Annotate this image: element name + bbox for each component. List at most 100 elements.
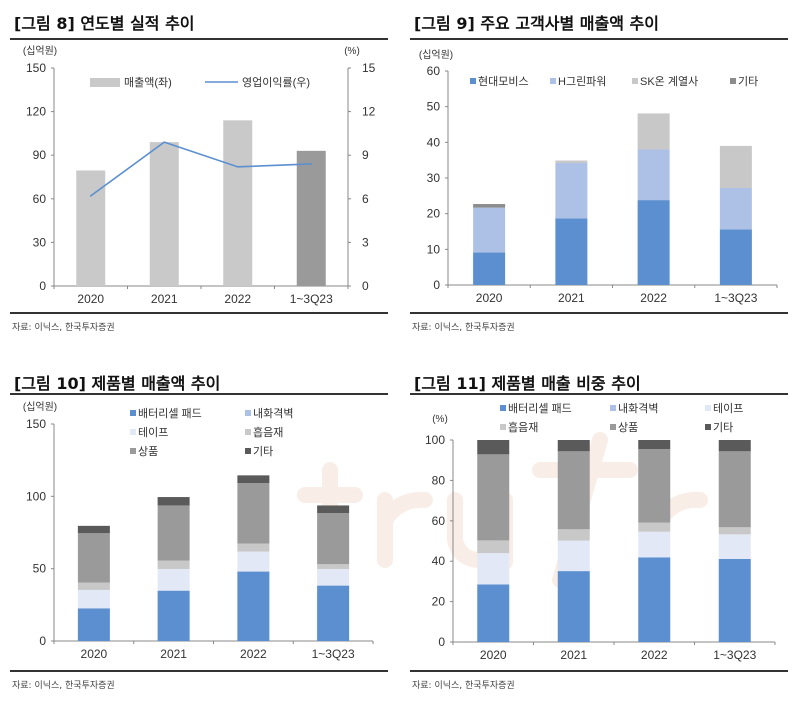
y-tick-label: 0 [433, 278, 440, 292]
bar-segment [317, 505, 350, 514]
legend-swatch [632, 78, 638, 84]
y-tick-label: 20 [427, 207, 441, 221]
y-tick-label: 60 [432, 514, 446, 528]
bar-segment [157, 590, 190, 641]
legend-label: 내화격벽 [253, 407, 293, 420]
y-tick-label-right: 0 [362, 279, 369, 293]
legend-swatch [550, 78, 556, 84]
legend-swatch [130, 448, 136, 454]
bar-segment [237, 571, 270, 641]
x-tick-label: 2022 [240, 647, 267, 661]
legend-swatch [610, 424, 616, 430]
bar-segment [77, 608, 110, 641]
legend-swatch [500, 405, 506, 411]
margin-line [90, 141, 312, 197]
chart-title: [그림 8] 연도별 실적 추이 [14, 14, 195, 33]
y-tick-label: 100 [26, 489, 46, 503]
bar-segment [718, 527, 751, 535]
y-tick-label: 30 [427, 171, 441, 185]
bar-segment [638, 557, 671, 642]
bar-segment [77, 589, 110, 609]
revenue-bar [296, 150, 326, 286]
bar-segment [718, 558, 751, 642]
bar-segment [718, 440, 751, 452]
x-tick-label: 2021 [560, 648, 587, 662]
title-rule [10, 38, 388, 40]
y-tick-label: 40 [427, 135, 441, 149]
y-tick-label: 0 [39, 634, 46, 648]
bar-segment [157, 560, 190, 569]
bar-segment [555, 218, 588, 285]
bar-segment [638, 440, 671, 450]
bar-segment [638, 522, 671, 532]
legend-swatch [730, 78, 736, 84]
legend-label: 배터리셀 패드 [508, 402, 572, 415]
y-tick-label: 120 [26, 105, 46, 119]
bar-segment [557, 540, 590, 572]
legend-swatch-revenue [90, 78, 120, 87]
chart-panel-9: [그림 9] 주요 고객사별 매출액 추이 자료: 이닉스, 한국투자증권 0 1… [400, 0, 800, 345]
bar-segment [237, 483, 270, 544]
bar-segment [473, 204, 506, 208]
y-axis-label: (%) [432, 414, 448, 425]
y-tick-label-right: 6 [362, 192, 369, 206]
bar-segment [637, 200, 670, 285]
y-tick-label-right: 9 [362, 148, 369, 162]
x-tick-label: 1~3Q23 [714, 291, 757, 305]
bar-segment [638, 449, 671, 523]
y-axis-label: (십억원) [23, 401, 57, 413]
bar-segment [637, 149, 670, 201]
bar-segment [317, 568, 350, 586]
source-rule [10, 670, 388, 672]
x-tick-label: 2020 [476, 291, 503, 305]
legend-label: 테이프 [713, 402, 743, 415]
y-tick-label-right: 15 [362, 61, 376, 75]
bar-segment [555, 160, 588, 164]
bar-segment [473, 252, 506, 285]
legend-label: 테이프 [138, 426, 168, 439]
bar-segment [557, 451, 590, 530]
bar-segment [477, 553, 510, 585]
legend-swatch [130, 410, 136, 416]
bar-segment [77, 533, 110, 583]
y-tick-label: 50 [427, 100, 441, 114]
margin-point [89, 195, 92, 197]
source-note: 자료: 이닉스, 한국투자증권 [412, 323, 515, 333]
y-tick-label: 80 [432, 473, 446, 487]
y-tick-label: 90 [33, 148, 47, 162]
legend-swatch [470, 78, 476, 84]
bar-segment [638, 531, 671, 558]
title-rule [410, 393, 788, 395]
y-tick-label: 100 [425, 433, 445, 447]
y-tick-label: 20 [432, 595, 446, 609]
y-tick-label: 0 [438, 635, 445, 649]
bar-segment [157, 497, 190, 506]
chart-panel-8: [그림 8] 연도별 실적 추이 자료: 이닉스, 한국투자증권 0 30 60 90… [0, 0, 400, 345]
y-tick-label-right: 3 [362, 235, 369, 249]
bar-segment [237, 475, 270, 484]
bar-segment [477, 540, 510, 554]
bar-segment [557, 571, 590, 642]
y-tick-label: 150 [26, 61, 46, 75]
legend-label: 흡음재 [508, 420, 538, 434]
bar-segment [237, 543, 270, 552]
revenue-bar [223, 120, 253, 286]
x-tick-label: 2022 [224, 292, 251, 306]
bar-segment [317, 564, 350, 569]
y-axis-label-right: (%) [344, 46, 360, 57]
bar-segment [557, 440, 590, 452]
y-axis-label: (십억원) [419, 49, 453, 61]
legend-label: 기타 [253, 445, 273, 458]
legend-swatch [245, 410, 251, 416]
y-axis-label: (십억원) [23, 45, 57, 57]
margin-point [236, 166, 239, 168]
x-tick-label: 2020 [81, 647, 108, 661]
bar-segment [317, 513, 350, 565]
legend-swatch [705, 405, 711, 411]
bar-segment [477, 584, 510, 642]
y-tick-label: 30 [33, 235, 47, 249]
legend-label: 매출액(좌) [124, 76, 172, 89]
source-note: 자료: 이닉스, 한국투자증권 [12, 323, 115, 333]
bar-segment [237, 551, 270, 572]
chart-panel-11: [그림 11] 제품별 매출 비중 추이 자료: 이닉스, 한국투자증권 0 20… [400, 360, 800, 705]
